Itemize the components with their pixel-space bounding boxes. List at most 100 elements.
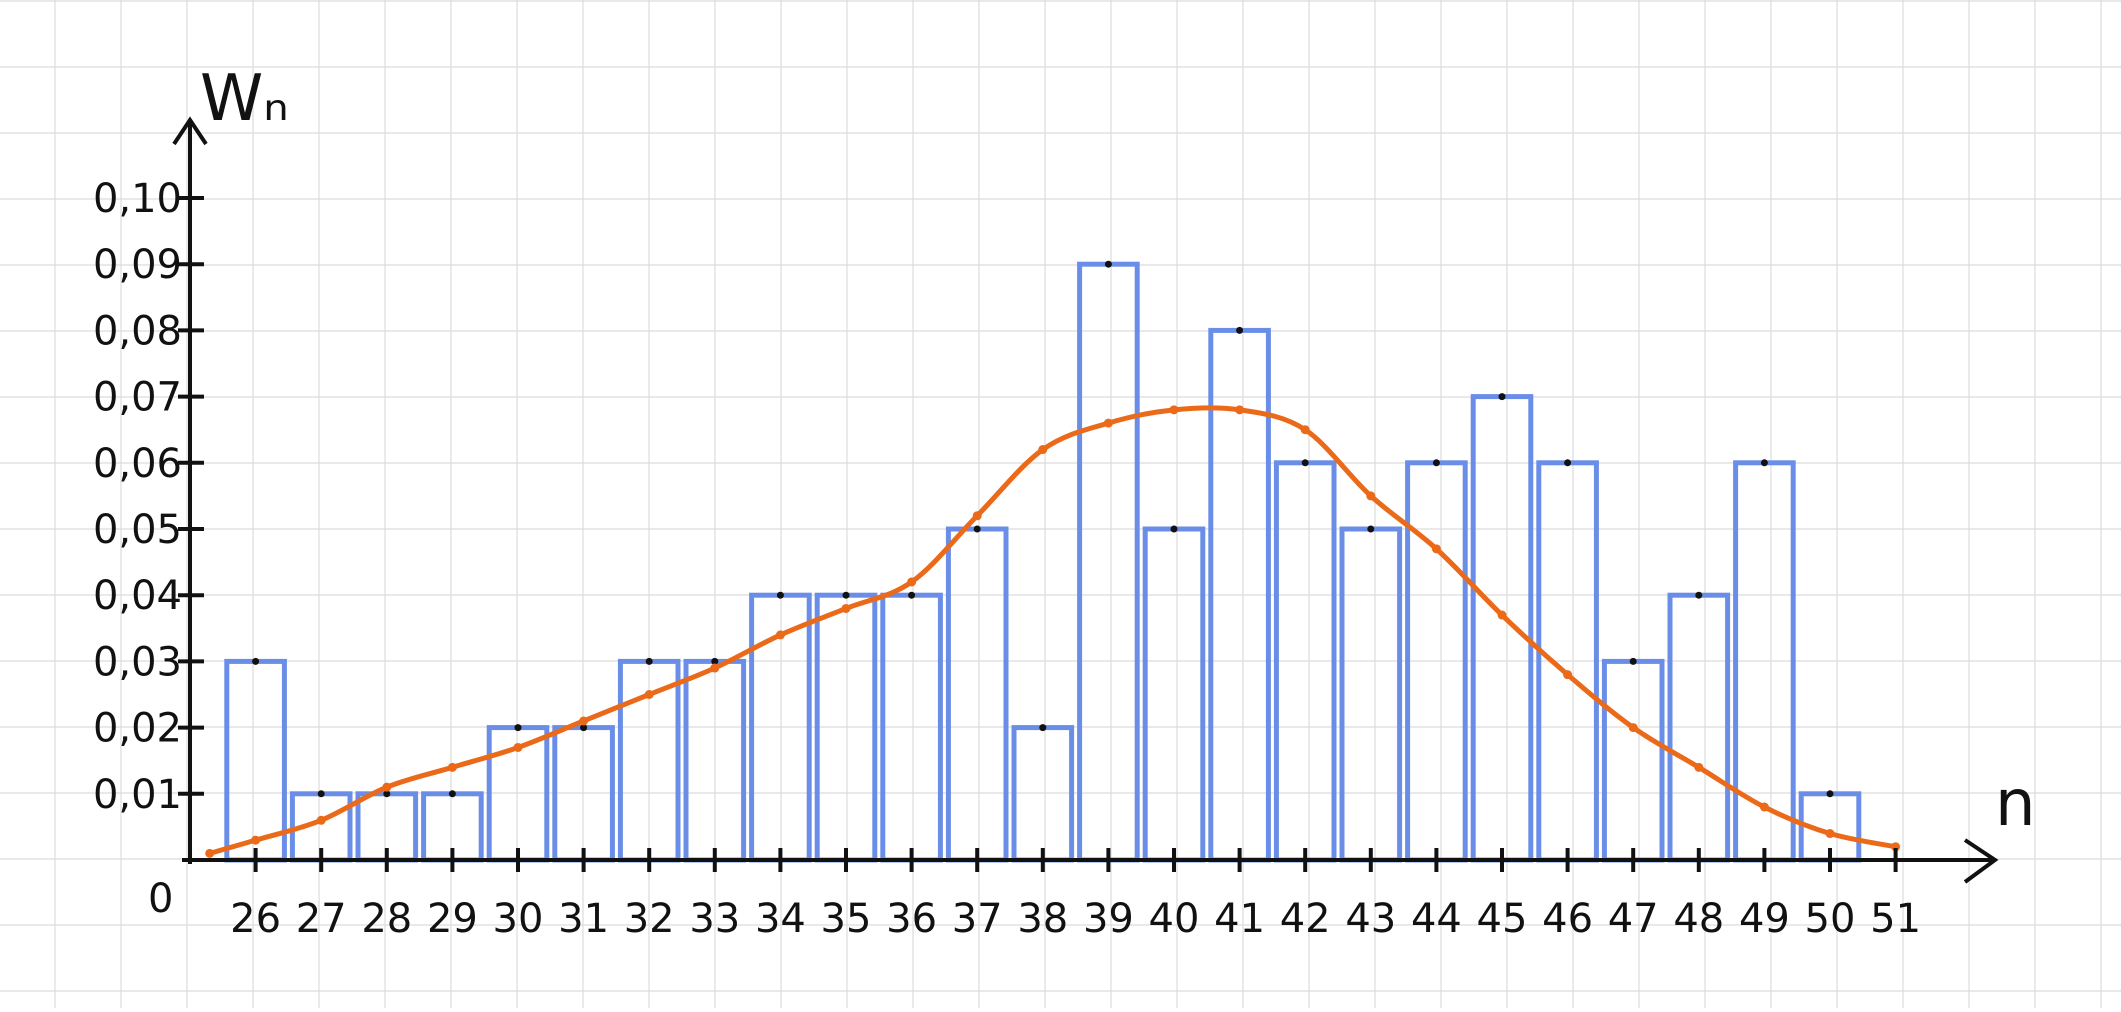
histogram-bar [1470, 394, 1534, 863]
histogram-bar [1339, 526, 1403, 863]
x-tick-label: 28 [361, 896, 412, 942]
curve-point [1891, 842, 1901, 852]
curve-point [1628, 723, 1638, 733]
curve-point [1235, 405, 1245, 415]
curve-point [907, 577, 917, 587]
x-axis-arrowhead [1963, 838, 1999, 884]
y-tick-label: 0,04 [93, 573, 182, 619]
curve-point [1759, 802, 1769, 812]
histogram-bar [1077, 261, 1140, 863]
curve-point [1038, 445, 1048, 455]
bar-top-dot [776, 591, 784, 599]
bar-top-dot [842, 591, 850, 599]
y-axis-arrowhead [172, 116, 208, 146]
x-tick-label: 47 [1608, 896, 1659, 942]
x-tick-label: 44 [1411, 896, 1462, 942]
x-tick-label: 26 [230, 896, 281, 942]
curve-point [841, 603, 851, 613]
bar-top-dot [252, 657, 260, 665]
curve-point [1563, 670, 1573, 680]
curve-point [1366, 491, 1376, 501]
bar-top-dot [1367, 525, 1375, 533]
y-tick-label: 0,05 [93, 507, 182, 553]
x-tick-label: 51 [1870, 896, 1921, 942]
x-tick-label: 34 [755, 896, 806, 942]
bar-top-dot [908, 591, 916, 599]
x-tick-label: 48 [1673, 896, 1724, 942]
bar-top-dot [1629, 657, 1637, 665]
y-tick-label: 0,10 [93, 176, 182, 222]
y-tick-label: 0,06 [93, 441, 182, 487]
x-tick-label: 33 [689, 896, 740, 942]
x-tick-label: 27 [296, 896, 347, 942]
bar-top-dot [1104, 260, 1112, 268]
ticks-layer: 0,01 0,02 0,03 0,04 0,05 0,06 0,07 0,08 0,09 0,10… [93, 176, 1921, 942]
bar-top-dot [645, 657, 653, 665]
histogram-bar [1601, 658, 1665, 863]
y-tick-label: 0,02 [93, 706, 182, 752]
histogram-bar [224, 658, 287, 863]
bar-top-dot [1564, 459, 1572, 467]
x-tick-label: 36 [886, 896, 937, 942]
x-tick-label: 40 [1149, 896, 1200, 942]
x-tick-label: 49 [1739, 896, 1790, 942]
curve-point [382, 782, 392, 792]
bar-top-dot [448, 790, 456, 798]
y-tick-label: 0,01 [93, 772, 182, 818]
origin-label: 0 [148, 876, 173, 922]
bar-top-dot [580, 724, 588, 732]
axes: n Wₙ 0 [148, 62, 2036, 922]
density-curve [207, 405, 1899, 856]
curve-point [1300, 425, 1310, 435]
curve-point [1497, 610, 1507, 620]
y-tick-label: 0,03 [93, 639, 182, 685]
bar-top-dot [1301, 459, 1309, 467]
x-tick-label: 39 [1083, 896, 1134, 942]
bar-top-dot [1760, 459, 1768, 467]
histogram-bar [945, 526, 1009, 863]
curve-point [644, 690, 654, 699]
bar-top-dot [1039, 724, 1047, 732]
curve-point [316, 815, 326, 825]
y-tick-label: 0,09 [93, 242, 182, 288]
bar-top-dot [711, 657, 719, 665]
y-tick-label: 0,07 [93, 375, 182, 421]
bar-top-dot [383, 790, 391, 798]
curve-point [1825, 829, 1835, 839]
bar-top-dot [1498, 393, 1506, 401]
bar-top-dot [514, 724, 522, 732]
curve-point [1431, 544, 1441, 554]
curve-point [251, 835, 261, 845]
curve-point [447, 762, 457, 772]
x-tick-label: 50 [1805, 896, 1856, 942]
curve-point [775, 630, 785, 640]
x-tick-label: 30 [493, 896, 544, 942]
curve-point [1169, 405, 1179, 415]
bar-top-dot [1826, 790, 1834, 798]
curve-point [205, 848, 215, 858]
histogram-bar [1011, 725, 1075, 863]
x-tick-label: 45 [1477, 896, 1528, 942]
x-tick-label: 43 [1345, 896, 1396, 942]
x-tick-label: 35 [821, 896, 872, 942]
x-tick-label: 31 [558, 896, 609, 942]
y-axis-title: Wₙ [200, 62, 289, 136]
x-tick-label: 37 [952, 896, 1003, 942]
x-tick-label: 41 [1214, 896, 1265, 942]
bar-top-dot [1236, 326, 1244, 334]
histogram-bar [1142, 526, 1206, 863]
x-tick-label: 42 [1280, 896, 1331, 942]
bar-top-dot [973, 525, 981, 533]
x-tick-label: 38 [1017, 896, 1068, 942]
curve-point [972, 511, 982, 521]
bar-top-dot [1695, 591, 1703, 599]
curve-point [579, 716, 589, 726]
curve-point [710, 663, 720, 673]
bar-top-dot [317, 790, 325, 798]
x-tick-label: 46 [1542, 896, 1593, 942]
curve-point [1103, 418, 1113, 428]
bar-top-dot [1432, 459, 1440, 467]
